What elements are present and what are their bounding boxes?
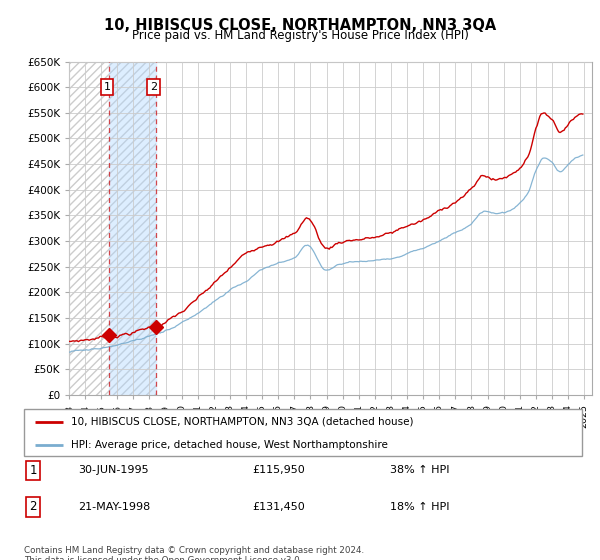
- Text: HPI: Average price, detached house, West Northamptonshire: HPI: Average price, detached house, West…: [71, 440, 388, 450]
- Text: £115,950: £115,950: [252, 465, 305, 475]
- Text: 38% ↑ HPI: 38% ↑ HPI: [390, 465, 449, 475]
- Text: 10, HIBISCUS CLOSE, NORTHAMPTON, NN3 3QA: 10, HIBISCUS CLOSE, NORTHAMPTON, NN3 3QA: [104, 18, 496, 33]
- Text: Contains HM Land Registry data © Crown copyright and database right 2024.
This d: Contains HM Land Registry data © Crown c…: [24, 546, 364, 560]
- Text: 10, HIBISCUS CLOSE, NORTHAMPTON, NN3 3QA (detached house): 10, HIBISCUS CLOSE, NORTHAMPTON, NN3 3QA…: [71, 417, 414, 427]
- Text: 18% ↑ HPI: 18% ↑ HPI: [390, 502, 449, 512]
- Bar: [109, 62, 155, 395]
- Text: £131,450: £131,450: [252, 502, 305, 512]
- Text: Price paid vs. HM Land Registry's House Price Index (HPI): Price paid vs. HM Land Registry's House …: [131, 29, 469, 42]
- Text: 2: 2: [149, 82, 157, 92]
- Text: 30-JUN-1995: 30-JUN-1995: [78, 465, 149, 475]
- Text: 21-MAY-1998: 21-MAY-1998: [78, 502, 150, 512]
- Text: 1: 1: [29, 464, 37, 477]
- Text: 1: 1: [103, 82, 110, 92]
- FancyBboxPatch shape: [24, 409, 582, 456]
- Text: 2: 2: [29, 500, 37, 514]
